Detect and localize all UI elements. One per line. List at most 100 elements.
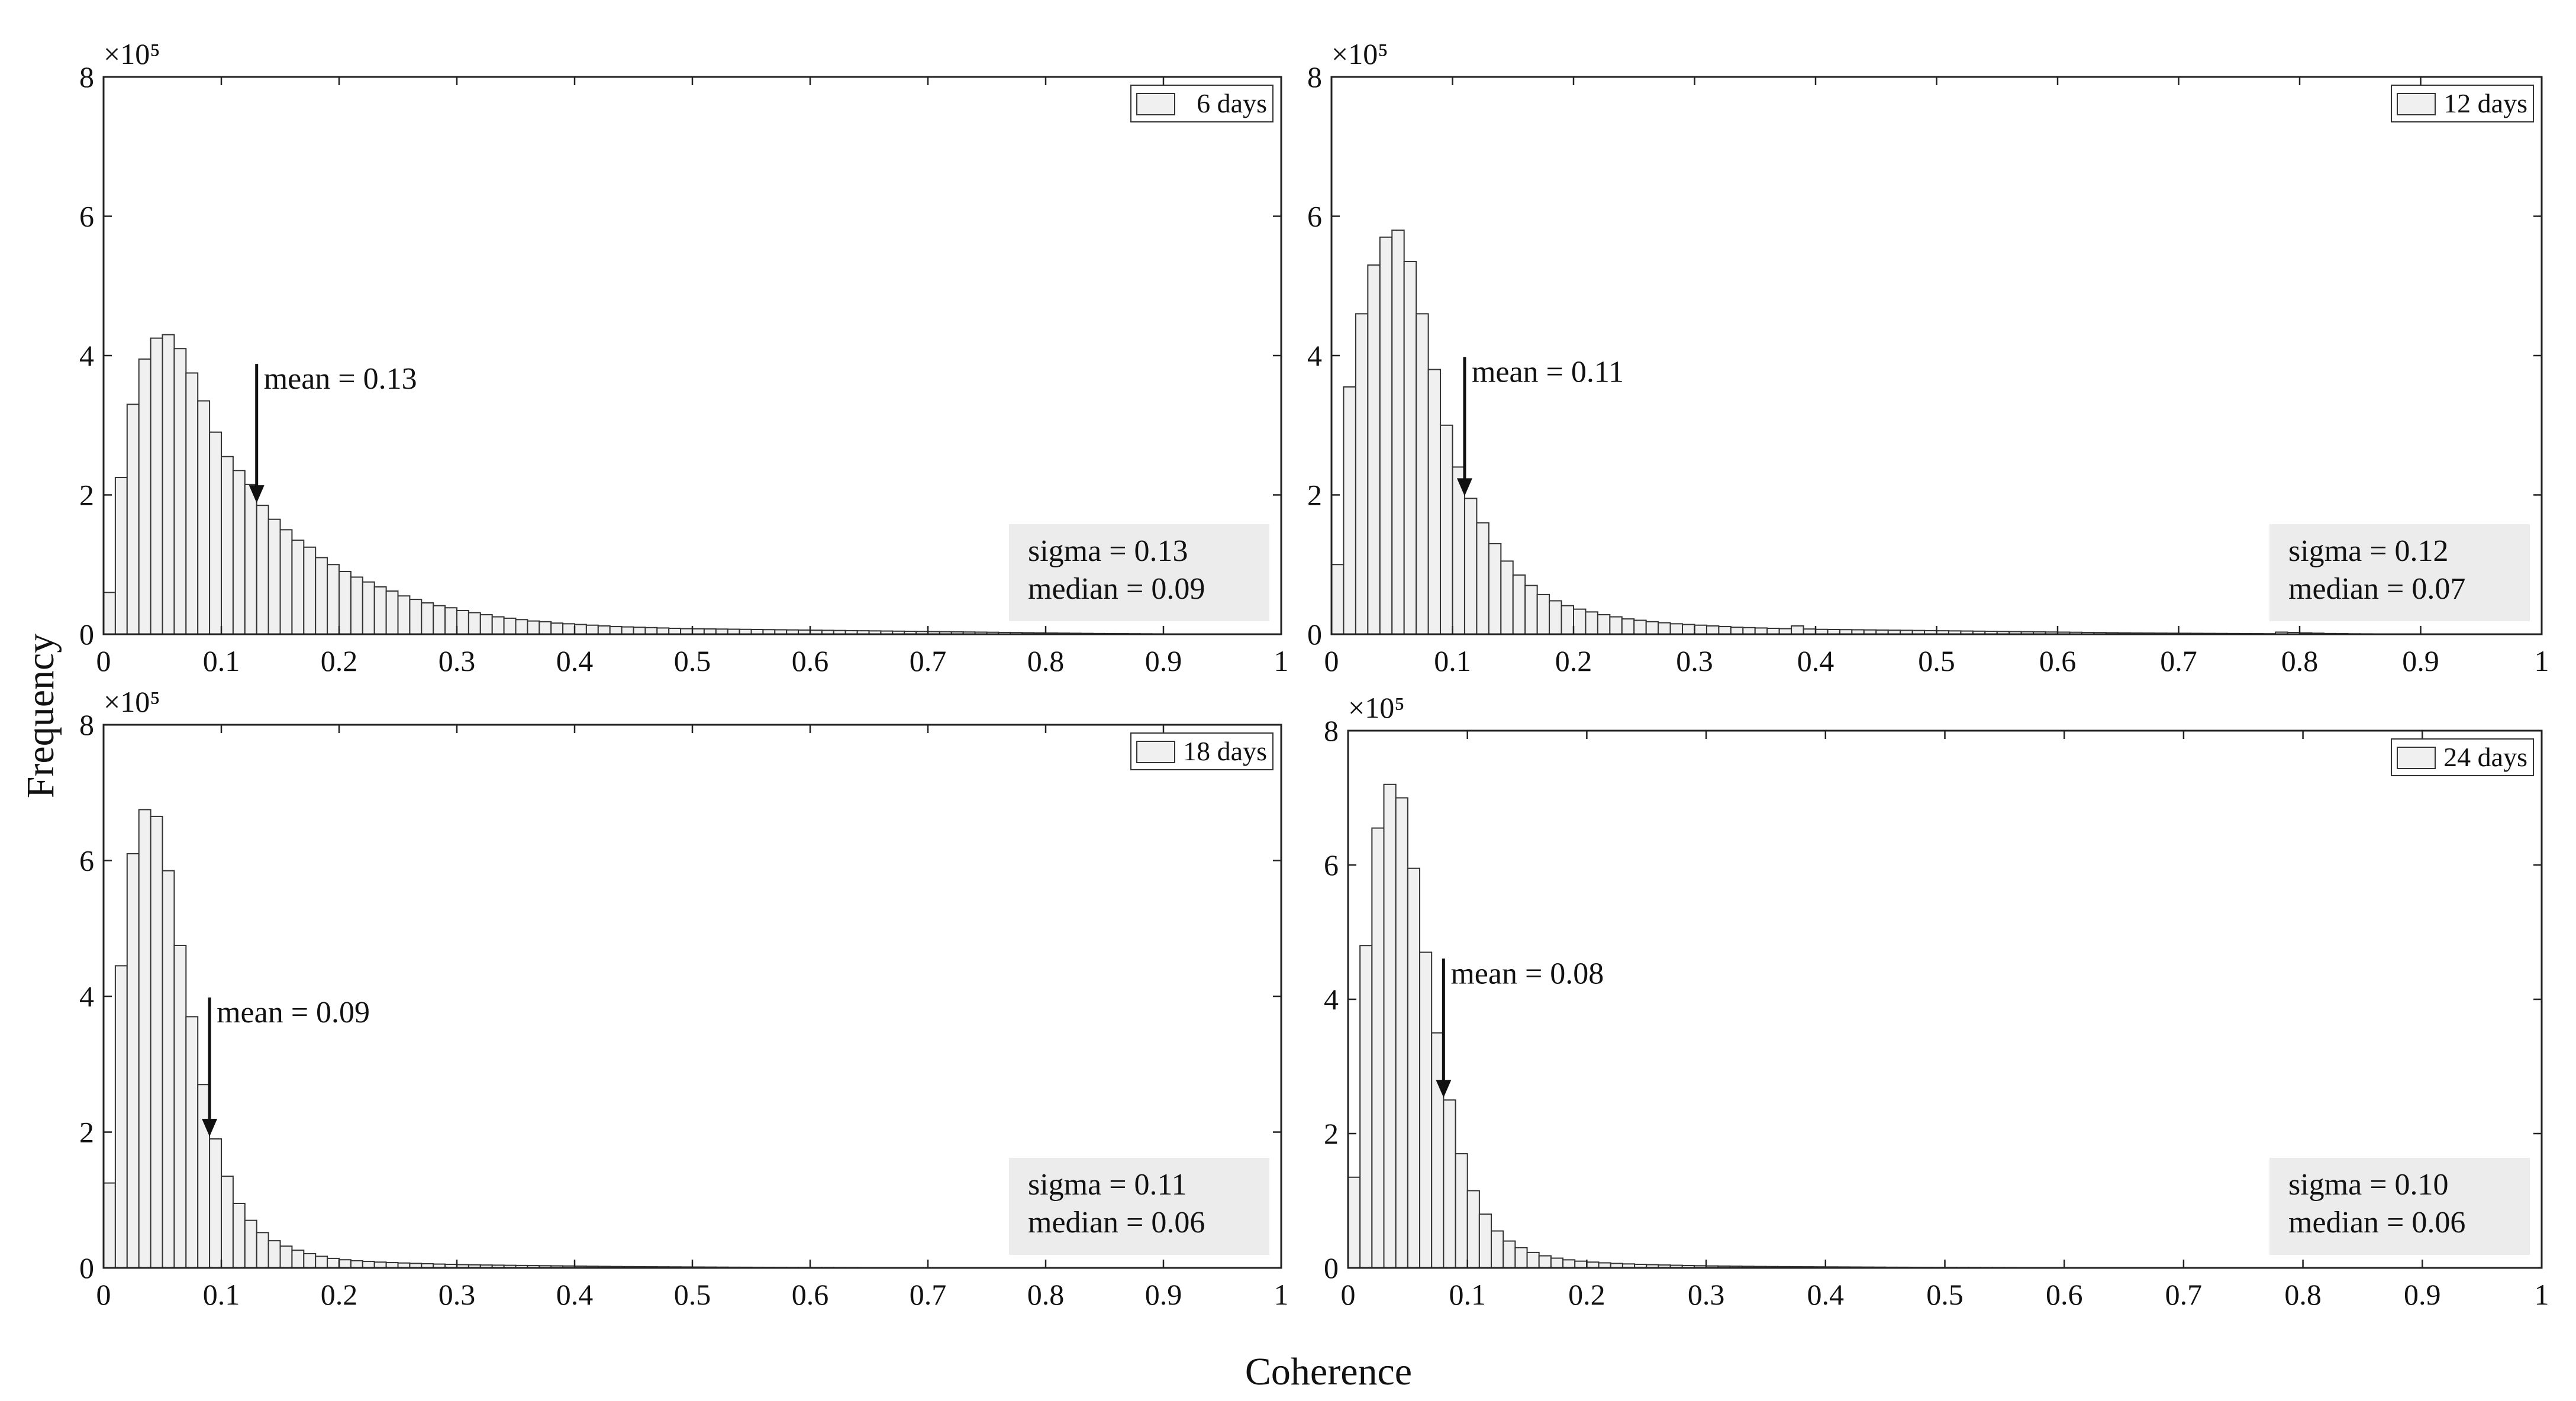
histogram-bar (1347, 1176, 1361, 1269)
x-tick-label: 0.3 (1688, 1278, 1725, 1311)
x-tick-label: 0.1 (203, 1278, 240, 1311)
x-tick-label: 1 (1274, 644, 1289, 677)
histogram-bar (1383, 783, 1397, 1269)
histogram-bar (668, 627, 682, 635)
histogram-bar (173, 944, 187, 1268)
histogram-bar (1645, 621, 1659, 635)
histogram-bar (397, 595, 411, 635)
y-tick-label: 4 (79, 339, 94, 372)
median-label: median = 0.06 (2288, 1206, 2465, 1239)
legend-swatch (2397, 93, 2436, 115)
histogram-bar (291, 1250, 305, 1269)
histogram-bar (173, 348, 187, 635)
histogram-bar (1455, 1153, 1468, 1269)
histogram-bar (256, 1232, 269, 1269)
histogram-bar (1585, 611, 1598, 635)
sigma-label: sigma = 0.12 (2288, 534, 2449, 568)
histogram-bar (327, 564, 340, 635)
histogram-bar (197, 400, 211, 635)
x-tick-label: 0.8 (1027, 644, 1065, 677)
histogram-bar (1427, 369, 1442, 635)
histogram-bar (315, 557, 328, 635)
histogram-bar (633, 627, 646, 635)
figure-y-axis-label: Frequency (19, 634, 62, 799)
histogram-bar (126, 403, 140, 635)
histogram-bar (1503, 1240, 1516, 1269)
histogram-bar (491, 616, 505, 635)
histogram-bar (539, 621, 552, 635)
y-tick-label: 4 (1324, 983, 1339, 1016)
histogram-bar (1359, 945, 1373, 1268)
x-tick-label: 0.7 (2160, 644, 2197, 677)
histogram-bar (1791, 625, 1804, 635)
x-tick-label: 0.7 (910, 1278, 947, 1311)
histogram-bar (162, 870, 175, 1268)
histogram-bar (1669, 623, 1684, 635)
histogram-bar (350, 1260, 363, 1268)
x-tick-label: 0.3 (1676, 644, 1713, 677)
y-tick-label: 2 (1307, 479, 1322, 512)
histogram-bar (185, 372, 199, 635)
x-tick-label: 0.7 (2165, 1278, 2203, 1311)
sigma-label: sigma = 0.11 (1028, 1168, 1187, 1202)
histogram-bar (515, 619, 528, 635)
histogram-bar (1550, 1257, 1564, 1268)
histogram-bar (114, 477, 128, 635)
histogram-bar (232, 1202, 246, 1269)
histogram-bar (1367, 264, 1381, 635)
histogram-bar (574, 624, 587, 635)
histogram-bar (150, 815, 163, 1268)
y-tick-label: 6 (1324, 848, 1339, 882)
histogram-bar (232, 470, 246, 635)
histogram-bar (409, 599, 423, 635)
x-tick-label: 0.8 (1027, 1278, 1065, 1311)
y-tick-label: 6 (1307, 200, 1322, 233)
y-tick-label: 0 (79, 618, 94, 651)
histogram-panel: 0 0.1 0.2 0.3 0.4 0.5 0.6 0.7 0.8 0.9 1 0 2 4 6 8 ×10⁵ 12… (1307, 37, 2549, 677)
histogram-bar (138, 809, 151, 1268)
y-tick-label: 4 (79, 980, 94, 1013)
histogram-bar (1754, 627, 1768, 635)
x-tick-label: 0.4 (1807, 1278, 1845, 1311)
histogram-bar (1705, 625, 1720, 635)
sigma-label: sigma = 0.10 (2288, 1168, 2449, 1202)
x-tick-label: 0.5 (674, 644, 711, 677)
legend-label: 12 days (2443, 88, 2527, 118)
histogram-bar (103, 592, 116, 635)
histogram-bar (1562, 1259, 1576, 1268)
mean-label: mean = 0.08 (1450, 957, 1604, 990)
histogram-bar (1395, 797, 1408, 1268)
y-tick-label: 0 (1324, 1251, 1339, 1284)
histogram-bar (267, 1240, 281, 1269)
sigma-label: sigma = 0.13 (1028, 534, 1188, 568)
x-tick-label: 0.8 (2284, 1278, 2322, 1311)
histogram-bar (138, 358, 151, 635)
x-tick-label: 0.9 (1145, 1278, 1182, 1311)
histogram-bar (1633, 619, 1647, 635)
mean-arrow-head (202, 1118, 218, 1137)
histogram-bar (150, 337, 163, 635)
histogram-bar (1371, 827, 1385, 1268)
histogram-bar (244, 483, 257, 635)
x-tick-label: 0.6 (2046, 1278, 2083, 1311)
mean-label: mean = 0.09 (217, 996, 370, 1029)
histogram-bar (267, 518, 281, 635)
histogram-bar (468, 612, 481, 635)
histogram-bar (291, 540, 305, 635)
median-label: median = 0.06 (1028, 1206, 1205, 1239)
histogram-bar (1440, 424, 1453, 635)
x-tick-label: 0.2 (321, 1278, 358, 1311)
histogram-bar (327, 1257, 340, 1269)
x-tick-label: 0.9 (2404, 1278, 2441, 1311)
histogram-bar (303, 546, 317, 635)
x-tick-label: 1 (2535, 1278, 2549, 1311)
histogram-bar (244, 1219, 257, 1269)
histogram-bar (1431, 1032, 1445, 1268)
x-tick-label: 0.8 (2281, 644, 2319, 677)
y-scale-label: ×10⁵ (104, 37, 160, 70)
histogram-bar (373, 586, 387, 635)
y-tick-label: 8 (79, 60, 94, 93)
x-tick-label: 0.6 (792, 644, 829, 677)
x-tick-label: 0.4 (1797, 644, 1835, 677)
y-tick-label: 6 (79, 844, 94, 877)
